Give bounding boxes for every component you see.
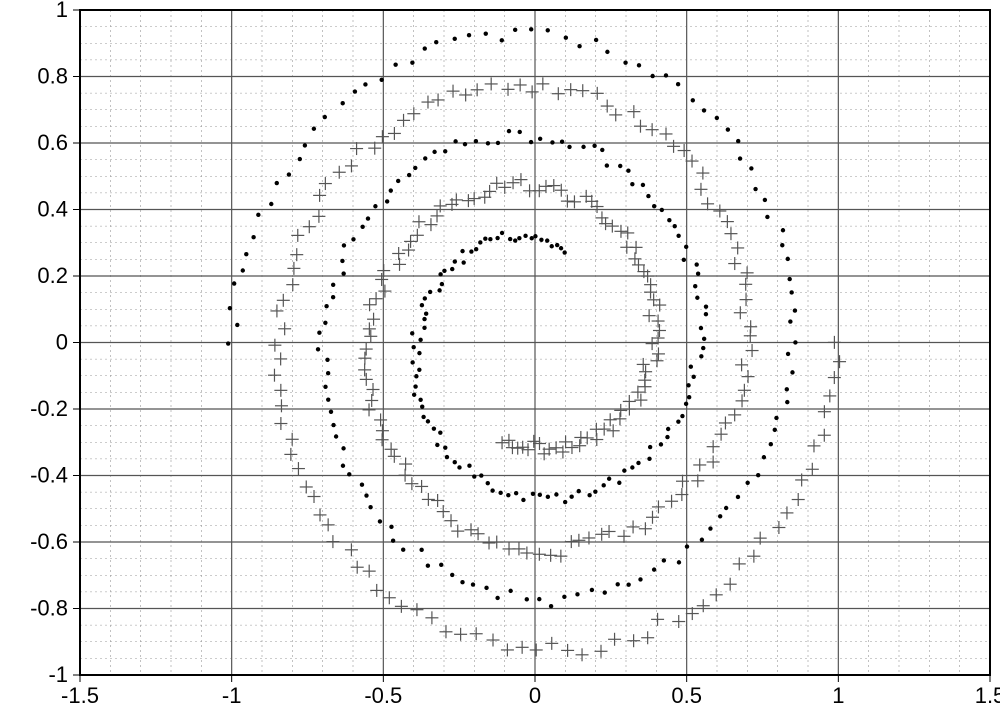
x-tick-label: 1.5 <box>975 683 1000 708</box>
x-tick-label: -0.5 <box>364 683 402 708</box>
x-tick-label: 1 <box>832 683 844 708</box>
scatter-chart: -1.5-1-0.500.511.5-1-0.8-0.6-0.4-0.200.2… <box>0 0 1000 717</box>
y-tick-label: 1 <box>56 0 68 22</box>
y-tick-label: -0.4 <box>30 463 68 488</box>
y-axis: -1 -0.8 -0.6 -0.4 -0.2 0 0.2 0.4 0.6 0.8 1 <box>30 0 80 687</box>
y-tick-label: 0.4 <box>37 197 68 222</box>
y-tick-label: -1 <box>48 662 68 687</box>
x-tick-label: -1 <box>222 683 242 708</box>
y-tick-label: 0 <box>56 330 68 355</box>
y-tick-label: 0.2 <box>37 263 68 288</box>
chart-svg: -1.5-1-0.500.511.5-1-0.8-0.6-0.4-0.200.2… <box>0 0 1000 717</box>
x-tick-label: 0 <box>529 683 541 708</box>
y-tick-label: 0.6 <box>37 130 68 155</box>
x-tick-label: 0.5 <box>671 683 702 708</box>
y-tick-label: 0.8 <box>37 64 68 89</box>
x-axis: -1.5-1-0.500.511.5 <box>61 675 1000 708</box>
y-tick-label: -0.2 <box>30 396 68 421</box>
y-tick-label: -0.6 <box>30 529 68 554</box>
y-tick-label: -0.8 <box>30 596 68 621</box>
